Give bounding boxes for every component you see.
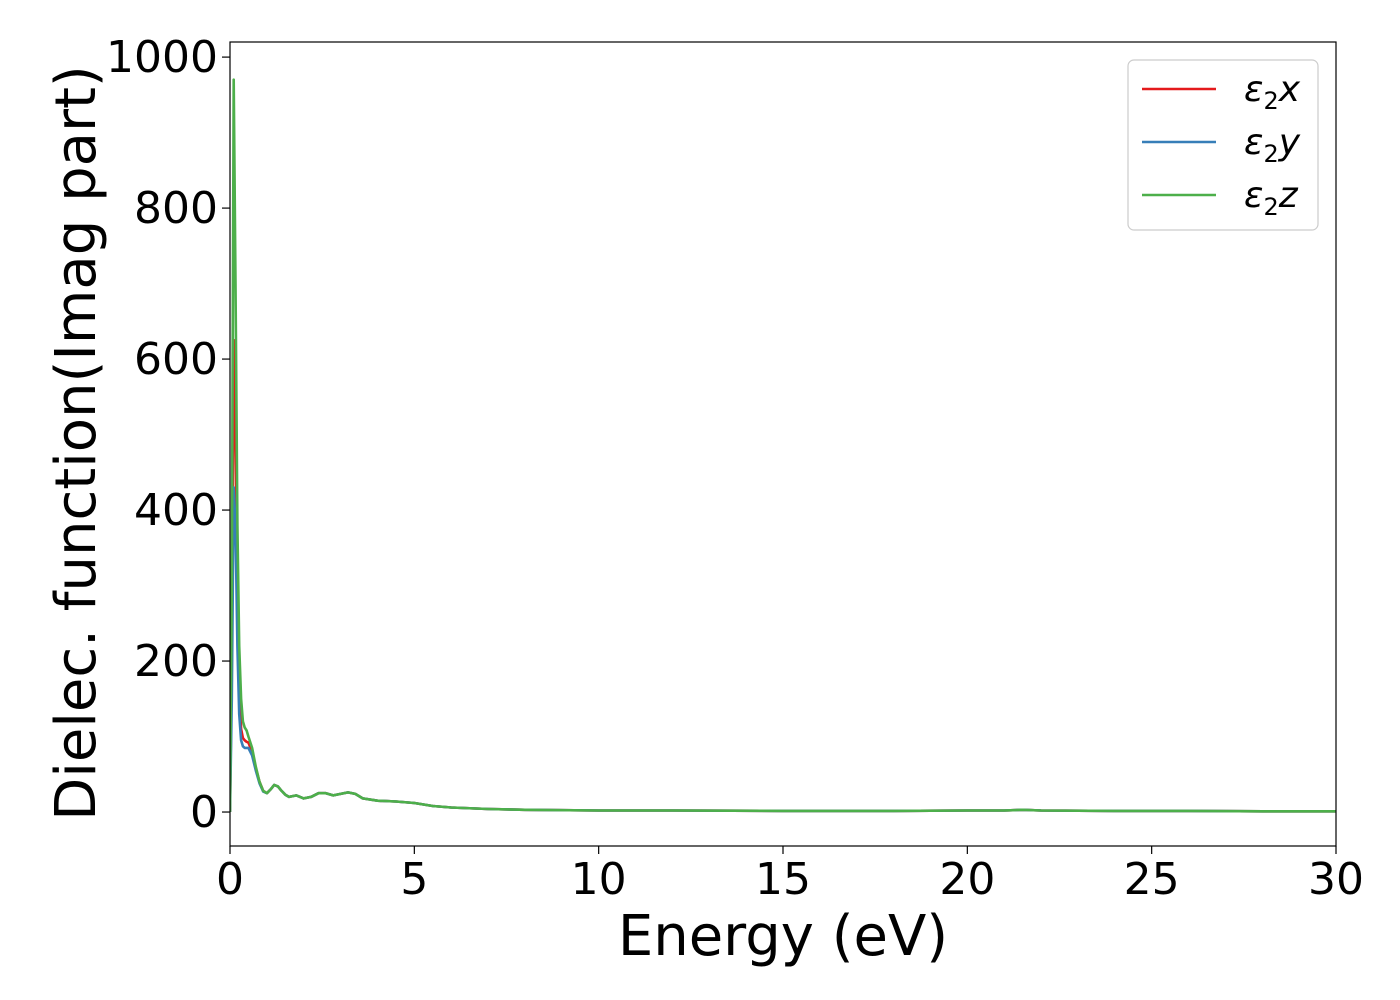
x-tick-label: 10 [571, 854, 627, 905]
legend-label-x: ε2x [1244, 69, 1301, 115]
y-axis-ticks: 0 200 400 600 800 1000 [106, 32, 230, 838]
x-axis-ticks: 0 5 10 15 20 25 30 [216, 846, 1364, 905]
legend-label-axis: x [1278, 69, 1301, 110]
legend-label-base: ε [1244, 69, 1263, 110]
x-tick-label: 20 [939, 854, 995, 905]
series-line-z [230, 78, 1336, 813]
legend-label-y: ε2y [1244, 122, 1301, 168]
legend-label-subscript: 2 [1263, 193, 1278, 221]
y-tick-label: 400 [134, 485, 218, 536]
x-tick-label: 30 [1308, 854, 1364, 905]
y-axis-title: Dielec. function(Imag part) [44, 65, 109, 821]
y-tick-label: 200 [134, 636, 218, 687]
legend-box [1127, 59, 1319, 231]
series-layer [230, 78, 1336, 813]
x-tick-label: 0 [216, 854, 244, 905]
y-tick-label: 800 [134, 183, 218, 234]
y-tick-label: 1000 [106, 32, 218, 83]
x-tick-label: 15 [755, 854, 811, 905]
legend-label-base: ε [1244, 122, 1263, 163]
y-tick-label: 0 [190, 787, 218, 838]
legend-label-axis: y [1278, 122, 1301, 163]
x-tick-label: 5 [400, 854, 428, 905]
legend-label-subscript: 2 [1263, 87, 1278, 115]
legend-label-base: ε [1244, 175, 1263, 216]
legend-label-axis: z [1278, 175, 1299, 216]
x-tick-label: 25 [1124, 854, 1180, 905]
legend-label-z: ε2z [1244, 175, 1299, 221]
y-tick-label: 600 [134, 334, 218, 385]
legend-label-subscript: 2 [1263, 140, 1278, 168]
x-axis-title: Energy (eV) [618, 904, 948, 969]
